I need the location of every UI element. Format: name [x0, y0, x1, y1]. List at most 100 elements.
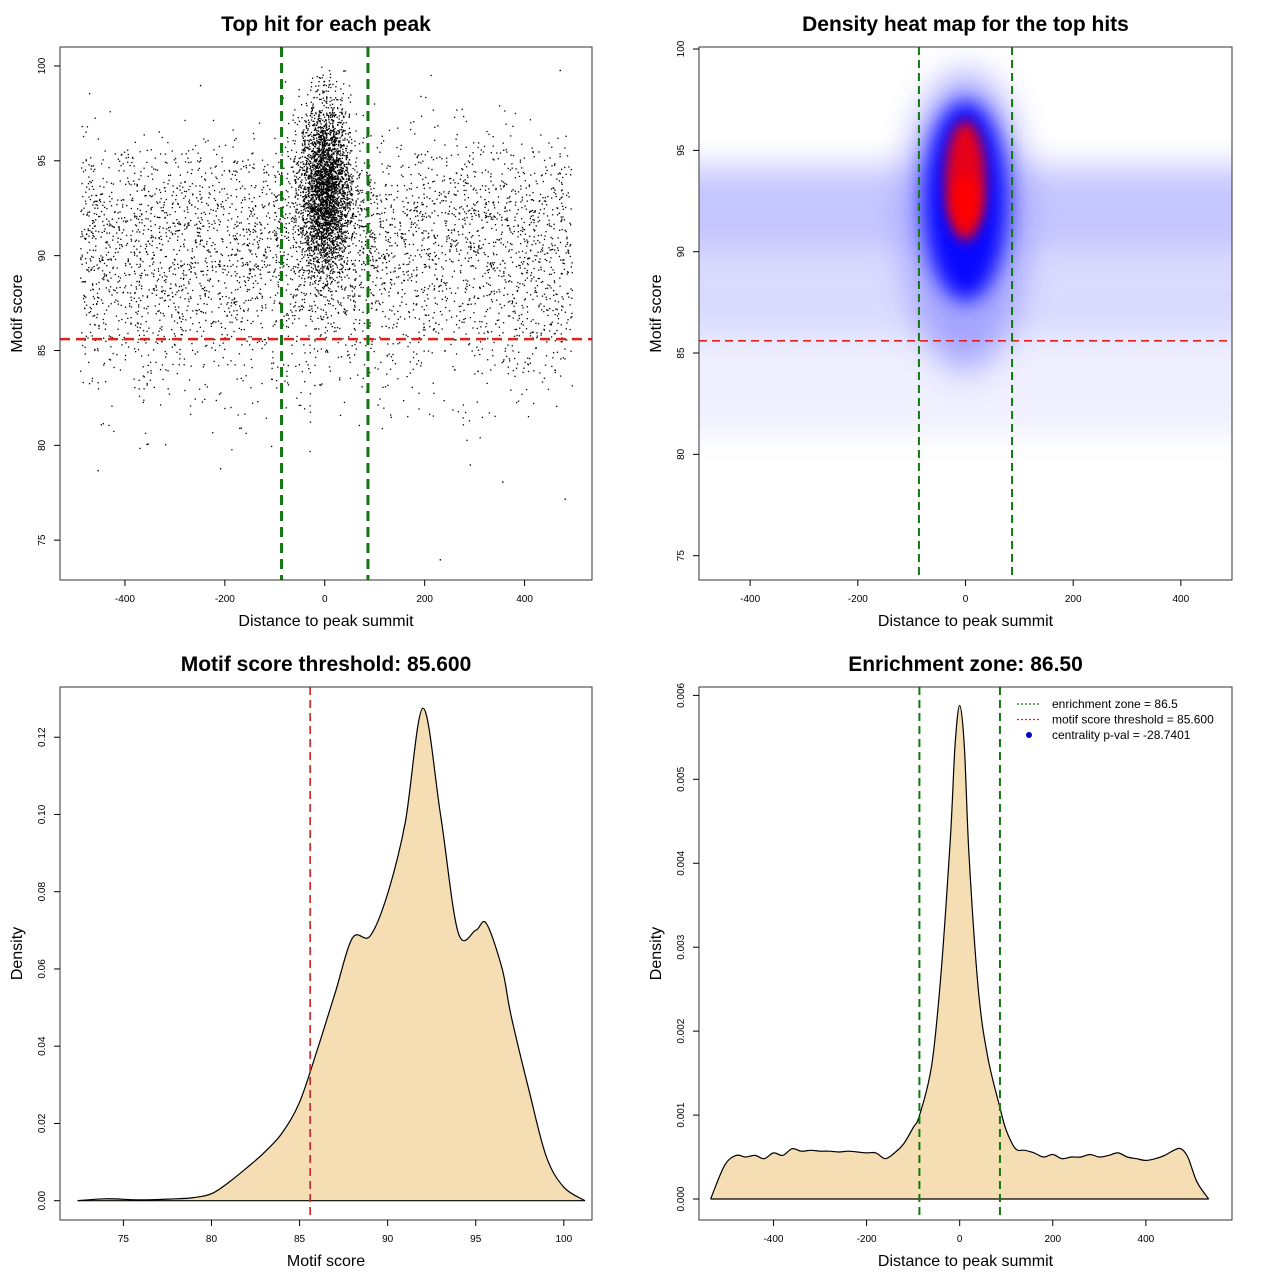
data-point — [343, 165, 346, 168]
data-point — [329, 303, 332, 305]
data-point — [462, 218, 464, 221]
data-point — [400, 144, 402, 147]
data-point — [92, 232, 94, 235]
data-point — [517, 208, 519, 211]
data-point — [88, 211, 91, 213]
data-point — [554, 369, 557, 372]
data-point — [267, 271, 269, 274]
data-point — [205, 319, 207, 322]
data-point — [92, 288, 94, 291]
data-point — [282, 216, 284, 218]
data-point — [288, 222, 290, 224]
data-point — [122, 204, 124, 206]
data-point — [515, 328, 518, 331]
data-point — [325, 252, 327, 255]
data-point — [328, 366, 331, 368]
data-point — [208, 291, 210, 293]
data-point — [514, 216, 516, 218]
data-point — [117, 251, 119, 253]
data-point — [137, 310, 139, 312]
data-point — [536, 284, 539, 287]
data-point — [112, 352, 114, 355]
data-point — [340, 285, 343, 287]
data-point — [134, 292, 136, 294]
data-point — [230, 335, 233, 338]
data-point — [321, 255, 323, 257]
data-point — [438, 258, 440, 260]
data-point — [82, 135, 85, 138]
data-point — [417, 360, 420, 362]
data-point — [293, 270, 295, 272]
data-point — [557, 301, 560, 303]
data-point — [353, 327, 355, 330]
data-point — [326, 317, 328, 319]
data-point — [202, 245, 205, 247]
data-point — [105, 287, 107, 289]
data-point — [552, 357, 554, 359]
data-point — [140, 287, 143, 290]
data-point — [174, 344, 176, 346]
data-point — [343, 154, 345, 157]
data-point — [220, 303, 222, 305]
data-point — [127, 317, 129, 320]
data-point — [407, 279, 409, 281]
data-point — [275, 259, 278, 262]
data-point — [306, 221, 309, 224]
data-point — [328, 263, 330, 265]
data-point — [354, 222, 357, 225]
data-point — [98, 288, 101, 290]
data-point — [95, 200, 97, 203]
data-point — [427, 150, 429, 153]
data-point — [397, 310, 399, 313]
data-point — [494, 216, 496, 218]
data-point — [436, 235, 439, 237]
data-point — [275, 152, 277, 155]
data-point — [139, 215, 141, 218]
data-point — [446, 238, 448, 240]
data-point — [514, 328, 516, 331]
data-point — [326, 280, 329, 283]
data-point — [389, 165, 391, 168]
data-point — [466, 216, 468, 219]
data-point — [459, 311, 461, 313]
data-point — [372, 232, 374, 234]
data-point — [399, 316, 402, 318]
data-point — [231, 173, 234, 176]
data-point — [303, 209, 305, 211]
data-point — [191, 194, 194, 196]
data-point — [186, 225, 188, 228]
data-point — [80, 209, 83, 211]
data-point — [521, 167, 523, 169]
data-point — [285, 223, 287, 225]
data-point — [246, 319, 249, 321]
data-point — [394, 226, 396, 228]
data-point — [433, 236, 435, 238]
data-point — [392, 327, 394, 329]
data-point — [445, 200, 447, 202]
data-point — [95, 219, 97, 221]
data-point — [548, 142, 550, 144]
data-point — [271, 309, 273, 311]
data-point — [266, 184, 269, 187]
data-point — [387, 384, 389, 387]
data-point — [449, 245, 452, 247]
data-point — [571, 289, 574, 292]
data-point — [199, 282, 201, 285]
data-point — [161, 297, 163, 299]
data-point — [360, 219, 362, 222]
data-point — [376, 203, 379, 205]
data-point — [108, 258, 110, 261]
data-point — [310, 278, 312, 280]
data-point — [240, 222, 243, 224]
data-point — [129, 274, 131, 276]
data-point — [215, 153, 218, 156]
data-point — [473, 210, 475, 212]
data-point — [91, 222, 94, 225]
data-point — [135, 288, 138, 290]
data-point — [419, 212, 421, 214]
data-point — [284, 235, 286, 238]
data-point — [371, 245, 373, 247]
data-point — [160, 404, 162, 406]
data-point — [392, 343, 394, 345]
data-point — [540, 334, 542, 336]
